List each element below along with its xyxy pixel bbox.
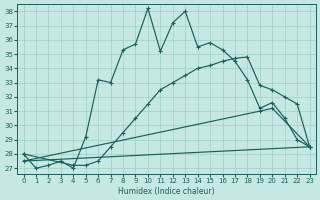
X-axis label: Humidex (Indice chaleur): Humidex (Indice chaleur) xyxy=(118,187,215,196)
